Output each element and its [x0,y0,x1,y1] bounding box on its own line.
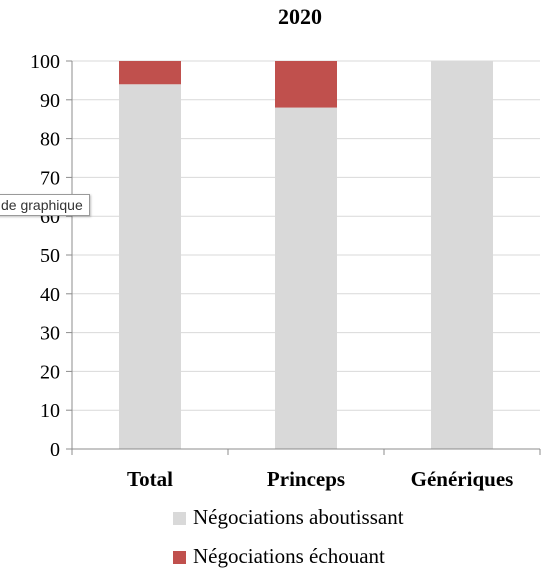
y-tick-label: 100 [30,51,60,73]
legend-label: Négociations échouant [193,544,385,568]
y-tick-label: 40 [40,284,60,306]
y-tick-label: 90 [40,90,60,112]
x-axis-ticks: Total Princeps Génériques [71,449,541,491]
y-tick-label: 50 [40,245,60,267]
bars [119,61,493,449]
bar-echouant-0 [119,61,181,85]
chart-title: 2020 [278,4,322,29]
y-tick-label: 80 [40,129,60,151]
chart-area-tooltip: de graphique [0,194,90,216]
y-tick-label: 70 [40,167,60,189]
x-tick-label: Total [127,467,173,491]
legend-swatch [173,551,186,564]
bar-aboutissant-2 [431,61,493,449]
y-tick-label: 30 [40,323,60,345]
y-tick-label: 10 [40,400,60,422]
bar-echouant-1 [275,61,337,108]
legend: Négociations aboutissant Négociations éch… [173,505,404,568]
bar-aboutissant-0 [119,84,181,449]
bar-aboutissant-1 [275,107,337,449]
y-tick-label: 20 [40,361,60,383]
x-tick-label: Génériques [411,467,514,491]
x-tick-label: Princeps [267,467,345,491]
legend-swatch [173,512,186,525]
y-tick-label: 0 [50,439,60,461]
legend-label: Négociations aboutissant [193,505,404,529]
